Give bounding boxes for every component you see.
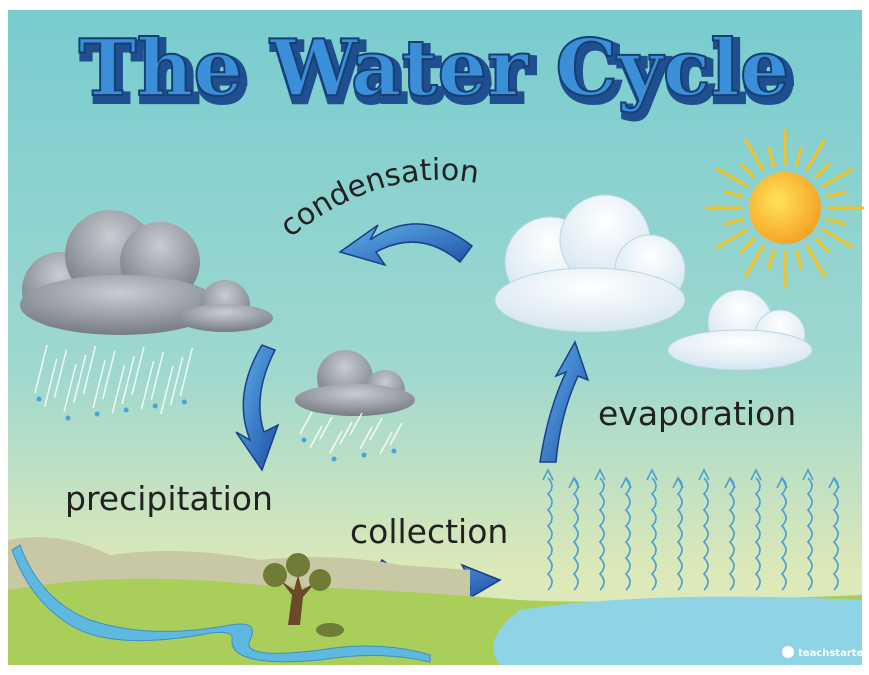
rain-drop (95, 412, 100, 417)
rain-drop (392, 449, 397, 454)
rain-drop (66, 416, 71, 421)
cloud-puff (295, 384, 415, 416)
brand-logo (782, 646, 794, 658)
cloud-puff (177, 304, 273, 332)
label-collection: collection (350, 512, 508, 551)
tree-foliage (309, 569, 331, 591)
rain-drop (302, 438, 307, 443)
cloud-puff (668, 330, 812, 370)
bush (316, 623, 344, 637)
cloud-puff (495, 268, 685, 332)
rain-drop (362, 453, 367, 458)
tree-foliage (286, 553, 310, 577)
water-cycle-diagram: The Water Cycle The Water Cycle (0, 0, 869, 675)
rain-drop (182, 400, 187, 405)
sun-disc (749, 172, 821, 244)
rain-drop (332, 457, 337, 462)
label-precipitation: precipitation (65, 479, 273, 518)
rain-drop (37, 397, 42, 402)
tree-foliage (263, 563, 287, 587)
rain-drop (124, 408, 129, 413)
label-evaporation: evaporation (598, 394, 796, 433)
title: The Water Cycle (79, 23, 790, 114)
page: The Water Cycle {"title": "The Water Cyc… (0, 0, 869, 675)
brand: teachstarter (798, 648, 868, 659)
body: The Water Cycle The Water Cycle (0, 0, 869, 675)
rain-drop (153, 404, 158, 409)
